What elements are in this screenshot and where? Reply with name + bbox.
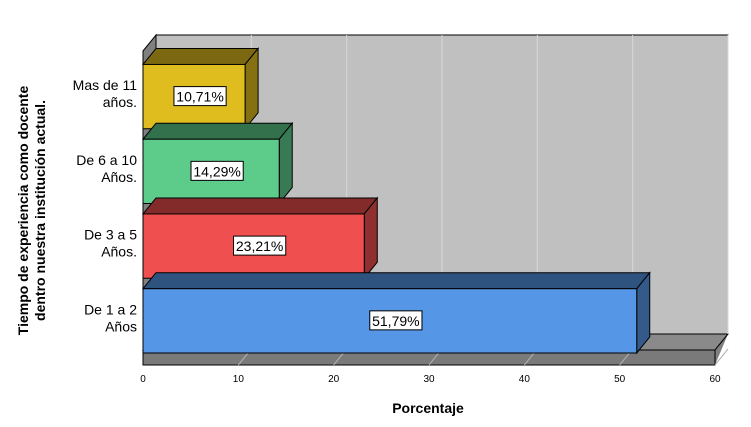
bar xyxy=(141,121,294,205)
category-label: De 1 a 2 xyxy=(84,301,137,317)
x-tick-labels: 0 10 20 30 40 50 60 xyxy=(140,374,721,385)
value-label: 14,29% xyxy=(190,160,244,181)
category-label: De 3 a 5 xyxy=(84,227,137,243)
value-label: 23,21% xyxy=(233,235,287,256)
value-label-box xyxy=(173,86,227,107)
x-tick-label: 20 xyxy=(328,374,340,385)
value-label-box xyxy=(233,235,287,256)
category-label: De 6 a 10 xyxy=(76,152,137,168)
value-label-text: 10,71% xyxy=(176,89,223,105)
category-label: Mas de 11 xyxy=(73,77,138,93)
x-tick-label: 50 xyxy=(614,374,626,385)
value-label: 51,79% xyxy=(369,310,423,331)
x-tick-label: 40 xyxy=(519,374,531,385)
floor-gridline xyxy=(714,348,729,366)
bar-top-face xyxy=(141,197,379,215)
value-label-text: 23,21% xyxy=(236,238,283,254)
value-labels: 10,71% 14,29% 23,21% 51,79% xyxy=(173,86,423,331)
bar-top-face xyxy=(141,47,260,65)
category-label: años. xyxy=(103,94,137,110)
category-label: Años. xyxy=(101,169,137,185)
value-label-text: 51,79% xyxy=(372,313,419,329)
y-axis-label-line: dentro nuestra institución actual. xyxy=(32,100,48,321)
y-axis-label: Tiempo de experiencia como docente dentro… xyxy=(15,86,48,336)
value-label-box xyxy=(190,160,244,181)
bar-top-face xyxy=(141,272,651,290)
x-tick-label: 60 xyxy=(709,374,721,385)
category-label: Años xyxy=(105,318,137,334)
y-axis-label-line: Tiempo de experiencia como docente xyxy=(15,86,31,336)
x-tick-label: 0 xyxy=(140,374,146,385)
x-tick-label: 10 xyxy=(233,374,245,385)
category-label: Años. xyxy=(101,244,137,260)
value-label: 10,71% xyxy=(173,86,227,107)
value-label-text: 14,29% xyxy=(193,163,240,179)
x-tick-label: 30 xyxy=(423,374,435,385)
bar-top-face xyxy=(141,122,294,140)
x-axis-label: Porcentaje xyxy=(392,400,464,416)
value-label-box xyxy=(369,310,423,331)
